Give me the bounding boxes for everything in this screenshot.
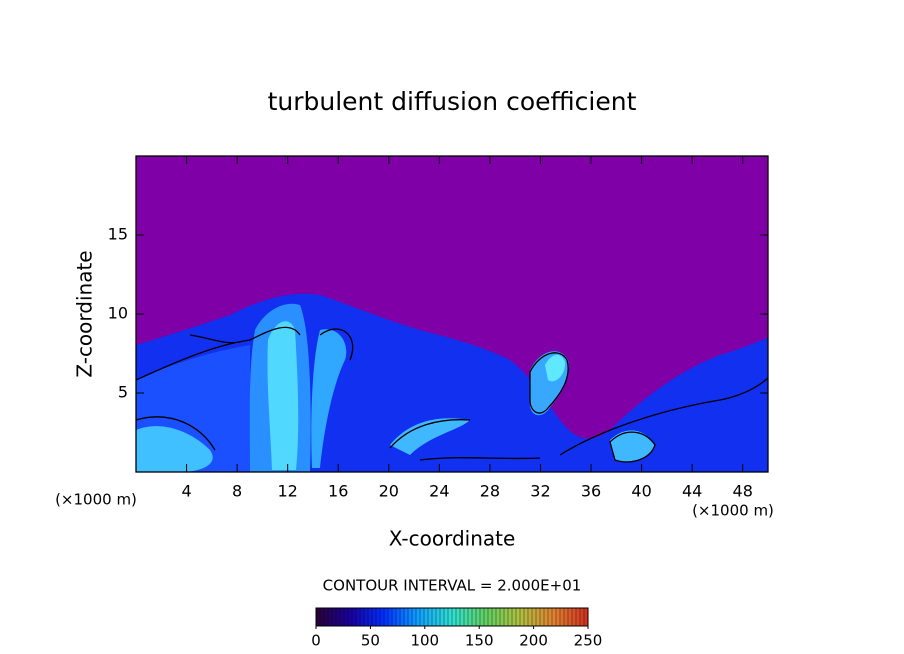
- x-tick-label: 48: [733, 482, 753, 501]
- x-tick-label: 4: [181, 482, 191, 501]
- x-tick-label: 24: [429, 482, 449, 501]
- contour-line: [135, 326, 769, 463]
- field-blob: [545, 354, 566, 382]
- x-tick-label: 12: [278, 482, 298, 501]
- field-blob: [136, 426, 213, 472]
- chart-title: turbulent diffusion coefficient: [268, 87, 637, 116]
- x-unit: (×1000 m): [692, 502, 774, 520]
- y-tick-label: 5: [118, 383, 128, 402]
- x-axis-label: X-coordinate: [389, 527, 516, 551]
- y-tick-label: 15: [108, 225, 128, 244]
- colorbar-tick-label: 250: [574, 632, 603, 650]
- x-tick-label: 16: [328, 482, 348, 501]
- x-tick-label: 44: [682, 482, 702, 501]
- colorbar-tick-label: 100: [410, 632, 439, 650]
- annotation: CONTOUR INTERVAL = 2.000E+01: [323, 577, 582, 595]
- y-tick-label: 10: [108, 304, 128, 323]
- field-streak: [267, 321, 299, 470]
- x-tick-label: 40: [631, 482, 651, 501]
- field: [135, 156, 769, 472]
- colorbar-tick-label: 0: [311, 632, 321, 650]
- x-tick-label: 8: [232, 482, 242, 501]
- colorbar-tick-label: 200: [519, 632, 548, 650]
- field-blob: [390, 418, 470, 455]
- colorbar: [315, 607, 589, 627]
- x-tick-label: 36: [581, 482, 601, 501]
- x-tick-label: 20: [379, 482, 399, 501]
- field-blob: [610, 430, 655, 462]
- colorbar-tick-label: 50: [361, 632, 380, 650]
- colorbar-tick-label: 150: [465, 632, 494, 650]
- field-streak: [311, 329, 347, 468]
- y-unit: (×1000 m): [55, 491, 137, 509]
- x-tick-label: 32: [530, 482, 550, 501]
- y-axis-label: Z-coordinate: [73, 250, 97, 377]
- x-tick-label: 28: [480, 482, 500, 501]
